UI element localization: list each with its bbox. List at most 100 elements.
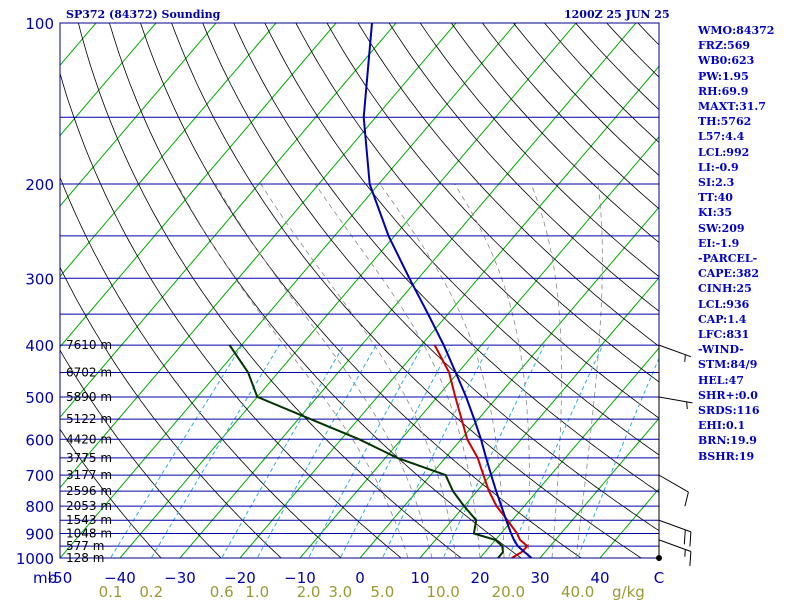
mixing-ratio-label: 0.6: [210, 583, 234, 600]
stat-item: BRN:19.9: [698, 434, 757, 448]
mixing-ratio-line: [577, 357, 659, 558]
height-label: 6702 m: [66, 365, 112, 379]
isotherm-line: [539, 417, 659, 558]
dry-adiabat-line: [388, 23, 659, 312]
stat-item: SI:2.3: [698, 176, 735, 189]
valid-time: 1200Z 25 JUN 25: [564, 8, 670, 21]
temperature-line: [433, 344, 529, 558]
stat-item: FRZ:569: [698, 39, 751, 53]
mixing-ratio-label: 1.0: [245, 583, 269, 600]
stat-item: LI:-0.9: [698, 160, 739, 174]
dry-adiabat-line: [60, 266, 282, 558]
dry-adiabat-line: [450, 23, 659, 244]
moist-adiabat-line: [260, 183, 457, 558]
mixing-ratio-line: [109, 344, 243, 558]
pressure-tick-label: 400: [25, 337, 54, 355]
stat-item: WB0:623: [698, 54, 755, 68]
height-label: 128 m: [66, 551, 104, 565]
isotherm-line: [60, 23, 397, 418]
sounding-profiles: [228, 23, 533, 558]
mixing-ratio-line: [507, 344, 604, 558]
temperature-tick-label: -50: [48, 569, 73, 587]
mixing-ratio-line: [256, 344, 377, 558]
isobar-lines: [60, 22, 659, 559]
dry-adiabat-line: [77, 23, 462, 558]
mixing-ratio-line: [381, 344, 491, 558]
stat-item: TH:5762: [698, 115, 752, 129]
pressure-tick-label: 500: [25, 389, 54, 407]
mixing-ratio-label: 40.0: [561, 583, 594, 600]
isotherm-line: [119, 23, 577, 558]
stat-item: SW:209: [698, 221, 745, 235]
dry-adiabat-line: [419, 23, 659, 278]
mixing-ratio-line: [221, 344, 345, 558]
wind-barb: [658, 344, 692, 362]
isotherm-line: [60, 23, 337, 348]
stat-item: CAPE:382: [698, 267, 759, 281]
dry-adiabat-line: [512, 23, 659, 176]
chart-grid: [60, 23, 659, 558]
dry-adiabat-line: [295, 23, 659, 419]
stat-item: KI:35: [698, 206, 733, 220]
wind-barbs: [656, 344, 693, 567]
pressure-tick-label: 700: [25, 467, 54, 485]
mixing-ratio-label: 3.0: [328, 583, 352, 600]
station-title: SP372 (84372) Sounding: [66, 8, 221, 21]
mixing-ratio-label: 5.0: [370, 583, 394, 600]
stat-item: LCL:992: [698, 145, 750, 159]
pressure-tick-label: 1000: [16, 550, 54, 568]
moist-adiabat-line: [176, 183, 409, 558]
stat-item: LCL:936: [698, 297, 750, 311]
height-labels: 7610 m 6702 m 5890 m 5122 m 4420 m 3775 m 3177…: [66, 338, 112, 565]
dry-adiabat-line: [60, 71, 402, 558]
dry-adiabat-line: [233, 23, 659, 493]
dry-adiabat-line: [108, 23, 522, 558]
dry-adiabat-line: [264, 23, 659, 456]
isotherm-line: [359, 206, 659, 558]
mixing-ratio-line: [442, 344, 545, 558]
stat-item: CINH:25: [698, 282, 752, 296]
temperature-tick-label: 20: [470, 569, 489, 587]
isotherm-line: [299, 136, 659, 558]
height-label: 1543 m: [66, 513, 112, 527]
pressure-tick-label: 300: [25, 270, 54, 288]
temperature-tick-label: −20: [224, 569, 256, 587]
height-label: 3775 m: [66, 451, 112, 465]
stat-item: RH:69.9: [698, 84, 749, 98]
isotherm-line: [60, 23, 157, 137]
pressure-tick-label: 200: [25, 176, 54, 194]
moist-adiabat-line: [454, 183, 530, 558]
dry-adiabat-line: [60, 349, 222, 558]
pressure-tick-label: 100: [25, 15, 54, 33]
temperature-tick-label: −10: [284, 569, 316, 587]
stat-item: MAXT:31.7: [698, 100, 766, 113]
height-label: 4420 m: [66, 432, 112, 446]
isotherm-line: [60, 23, 217, 207]
dry-adiabat-line: [171, 23, 642, 558]
pressure-tick-label: 800: [25, 498, 54, 516]
stat-item: BSHR:19: [698, 449, 755, 463]
stat-item: STM:84/9: [698, 358, 758, 372]
wind-barb: [658, 539, 692, 567]
isotherm-line: [479, 347, 659, 558]
stat-item: EI:-1.9: [698, 236, 740, 250]
stat-item: WMO:84372: [698, 24, 775, 37]
stat-item: SRDS:116: [698, 404, 760, 417]
moist-adiabat-line: [379, 183, 505, 558]
height-label: 7610 m: [66, 338, 112, 352]
height-label: 5122 m: [66, 412, 112, 426]
stat-item: EHI:0.1: [698, 419, 746, 433]
dry-adiabat-line: [60, 428, 162, 558]
wind-barb: [658, 519, 692, 547]
dry-adiabat-line: [202, 23, 659, 532]
isotherm-line: [419, 276, 659, 558]
pressure-tick-label: 600: [25, 431, 54, 449]
temperature-tick-label: 40: [590, 569, 609, 587]
mixing-ratio-unit-label: g/kg: [612, 583, 645, 600]
mixing-ratio-label: 0.1: [99, 583, 123, 600]
dry-adiabat-line: [575, 23, 659, 111]
pressure-unit-label: mb: [33, 569, 57, 587]
mixing-ratio-label: 10.0: [426, 583, 459, 600]
